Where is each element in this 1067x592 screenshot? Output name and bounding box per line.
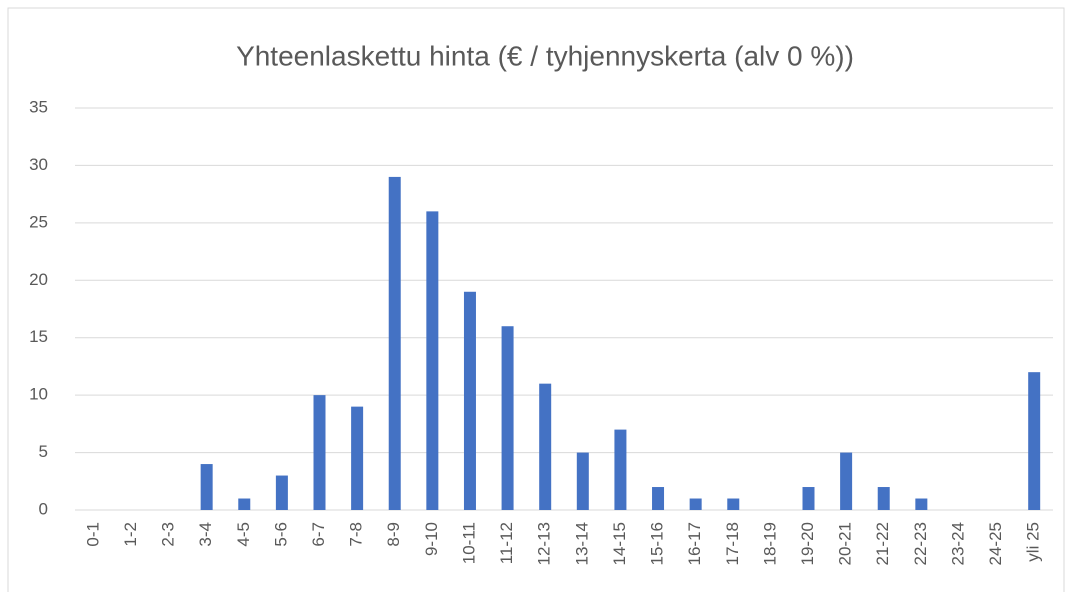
bar — [802, 487, 815, 510]
bar — [1028, 372, 1041, 510]
x-tick-label: 9-10 — [422, 522, 441, 556]
y-tick-label: 35 — [29, 97, 48, 116]
bar — [275, 475, 288, 510]
x-tick-label: 8-9 — [384, 522, 403, 547]
x-tick-label: 20-21 — [836, 522, 855, 565]
bar — [614, 429, 627, 510]
y-tick-label: 25 — [29, 212, 48, 231]
y-tick-label: 20 — [29, 270, 48, 289]
x-tick-label: 14-15 — [610, 522, 629, 565]
bar — [238, 498, 251, 510]
x-tick-label: 13-14 — [572, 522, 591, 565]
chart-border — [7, 7, 1065, 592]
bar — [576, 452, 589, 510]
y-tick-label: 30 — [29, 155, 48, 174]
bar — [877, 487, 890, 510]
x-tick-label: 24-25 — [986, 522, 1005, 565]
x-tick-label: 5-6 — [271, 522, 290, 547]
x-tick-label: 1-2 — [121, 522, 140, 547]
x-tick-label: 3-4 — [196, 522, 215, 547]
chart-title: Yhteenlaskettu hinta (€ / tyhjennyskerta… — [236, 40, 854, 71]
x-tick-label: 12-13 — [535, 522, 554, 565]
bar — [689, 498, 702, 510]
bar — [501, 326, 514, 510]
bar — [652, 487, 665, 510]
x-tick-label: 17-18 — [723, 522, 742, 565]
bar — [463, 291, 476, 510]
x-tick-label: 6-7 — [309, 522, 328, 547]
bar — [915, 498, 928, 510]
x-tick-label: 11-12 — [497, 522, 516, 564]
x-tick-label: 15-16 — [648, 522, 667, 565]
y-tick-label: 5 — [39, 442, 48, 461]
x-tick-label: 19-20 — [798, 522, 817, 565]
y-tick-label: 10 — [29, 385, 48, 404]
y-tick-label: 15 — [29, 327, 48, 346]
x-tick-label: 23-24 — [948, 522, 967, 565]
bar — [313, 395, 326, 510]
bar — [840, 452, 853, 510]
y-tick-label: 0 — [39, 499, 48, 518]
bar — [539, 383, 552, 510]
x-tick-label: 0-1 — [83, 522, 102, 547]
x-tick-label: 10-11 — [459, 522, 478, 564]
x-tick-label: 2-3 — [159, 522, 178, 547]
bar — [200, 464, 213, 510]
bar — [388, 176, 401, 510]
x-tick-label: 18-19 — [760, 522, 779, 565]
x-tick-label: 7-8 — [347, 522, 366, 547]
x-tick-label: 22-23 — [911, 522, 930, 565]
x-tick-label: 21-22 — [873, 522, 892, 565]
bar — [426, 211, 439, 510]
x-tick-label: 16-17 — [685, 522, 704, 565]
x-tick-label: yli 25 — [1024, 522, 1043, 562]
bar — [727, 498, 740, 510]
bar — [351, 406, 364, 510]
x-tick-label: 4-5 — [234, 522, 253, 547]
